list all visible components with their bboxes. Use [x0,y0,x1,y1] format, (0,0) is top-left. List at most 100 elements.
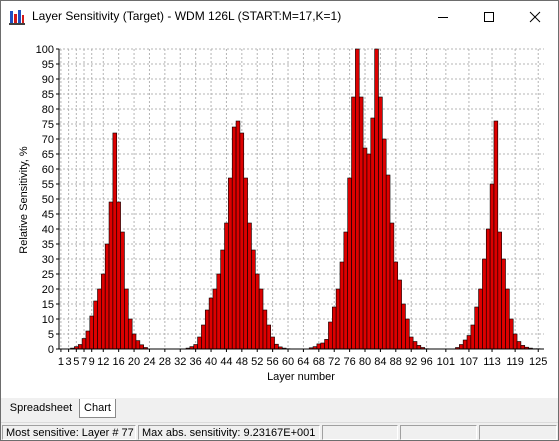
x-tick-label: 101 [437,356,455,368]
status-panel-3 [322,425,398,440]
minimize-icon [438,17,448,18]
bar [81,338,87,350]
maximize-icon [484,12,494,22]
bar [116,201,121,350]
y-tick-label: 100 [36,44,54,56]
status-max-sensitivity: Max abs. sensitivity: 9.23167E+001 [138,425,320,440]
bar [489,183,495,350]
grid [59,48,544,349]
x-tick-label: 52 [251,356,263,368]
bar [135,340,141,350]
y-tick-label: 50 [42,194,54,206]
y-tick-labels: 0 5 10 15 20 25 30 35 40 45 50 55 60 65 70 75 80 85 90 95 10… [36,44,54,356]
bars [70,48,541,350]
bar [505,288,510,350]
x-tick-label: 32 [174,356,186,368]
bar [493,120,499,350]
x-tick-label: 64 [297,356,309,368]
bar [512,333,518,350]
bar [316,343,322,350]
bar [247,222,252,350]
bar [509,318,514,350]
y-tick-label: 5 [48,329,54,341]
y-tick-label: 95 [42,59,54,71]
bar [274,343,279,350]
x-tick-label: 44 [220,356,232,368]
bar [197,336,202,350]
bar [482,258,487,350]
bar [335,288,341,350]
y-tick-label: 55 [42,179,54,191]
bar [139,344,144,350]
bar [397,279,402,350]
bar [339,261,345,350]
bar [251,249,256,350]
bar [258,288,264,350]
x-tick-label: 84 [374,356,386,368]
x-tick-label: 76 [343,356,355,368]
tab-bar: Spreadsheet Chart [1,398,558,421]
status-most-sensitive: Most sensitive: Layer # 77 [2,425,136,440]
y-tick-label: 70 [42,134,54,146]
status-bar: Most sensitive: Layer # 77 Max abs. sens… [1,422,558,440]
bar [112,132,118,350]
x-tick-label: 36 [190,356,202,368]
bar [201,324,206,350]
x-tick-label: 3 [66,356,72,368]
bar [355,48,360,350]
bar [501,258,506,350]
axes [56,48,544,352]
x-tick-label: 9 [89,356,95,368]
x-tick-label: 92 [405,356,417,368]
bar [324,339,329,350]
x-tick-label: 7 [81,356,87,368]
tab-spreadsheet[interactable]: Spreadsheet [9,402,73,414]
y-tick-label: 20 [42,284,54,296]
tab-chart[interactable]: Chart [79,399,116,418]
sensitivity-chart: 0510152025303540455055606570758085909510… [18,44,547,383]
x-tick-label: 107 [460,356,478,368]
x-tick-label: 80 [359,356,371,368]
y-tick-label: 60 [42,164,54,176]
close-button[interactable] [512,1,558,32]
maximize-button[interactable] [466,1,512,32]
bar [235,120,241,350]
bar [474,306,479,350]
x-tick-label: 28 [159,356,171,368]
x-tick-label: 40 [205,356,217,368]
x-tick-label: 24 [143,356,155,368]
bar [224,222,229,350]
x-tick-label: 16 [113,356,125,368]
minimize-button[interactable] [420,1,466,32]
x-tick-label: 68 [313,356,325,368]
bar [520,345,526,350]
bar [208,297,214,350]
bar [320,342,325,350]
y-tick-label: 90 [42,74,54,86]
bar [382,138,387,350]
bar [405,318,410,350]
y-axis-label: Relative Sensitivity, % [18,146,30,254]
bar [270,336,275,350]
bar [262,309,268,350]
x-tick-label: 56 [267,356,279,368]
y-tick-label: 0 [48,344,54,356]
bar [328,321,333,350]
bar [77,344,83,350]
bar [389,222,395,350]
chart-panel: 0 5 10 15 20 25 30 35 40 45 50 55 60 65 70 75 80 85 90 95 10… [1,32,558,398]
bar [239,132,245,350]
y-tick-label: 25 [42,269,54,281]
bar [127,318,133,350]
bar [124,288,129,350]
bar [216,273,221,350]
bar [385,174,391,350]
bar [412,341,418,350]
bar [378,96,383,350]
x-tick-label: 60 [282,356,294,368]
y-tick-label: 30 [42,254,54,266]
title-bar[interactable]: Layer Sensitivity (Target) - WDM 126L (S… [1,1,558,32]
y-tick-label: 65 [42,149,54,161]
bar [516,341,522,350]
